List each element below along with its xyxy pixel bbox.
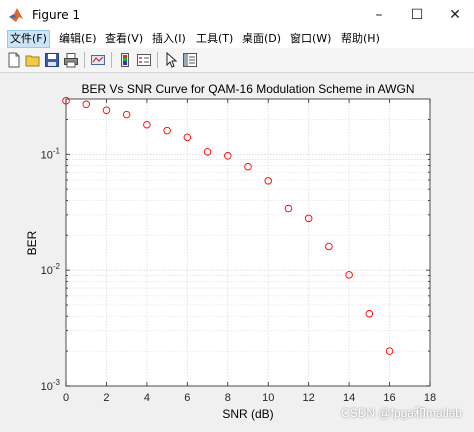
axes-box xyxy=(65,98,431,387)
data-point-marker xyxy=(385,347,394,355)
x-tick-label: 4 xyxy=(144,392,150,404)
menu-window[interactable]: 窗口(W) xyxy=(290,32,332,45)
toolbar-separator xyxy=(84,52,85,68)
data-markers xyxy=(62,96,394,355)
data-point-marker xyxy=(244,163,252,171)
data-point-marker xyxy=(264,177,272,185)
data-point-marker xyxy=(365,310,374,318)
data-point-marker xyxy=(284,204,293,213)
x-tick-label: 6 xyxy=(184,392,190,404)
data-point-marker xyxy=(183,133,192,142)
open-file-icon[interactable] xyxy=(25,52,41,68)
menu-tools[interactable]: 工具(T) xyxy=(196,32,234,45)
menu-insert[interactable]: 插入(I) xyxy=(152,32,186,45)
menu-bar: 文件(F) 编辑(E) 查看(V) 插入(I) 工具(T) 桌面(D) 窗口(W… xyxy=(0,30,474,48)
minimize-button[interactable]: – xyxy=(375,7,383,23)
window-title: Figure 1 xyxy=(32,8,81,22)
x-tick-label: 8 xyxy=(225,392,231,404)
figure-toolbar xyxy=(0,48,474,73)
y-axis-label: BER xyxy=(25,230,39,255)
toggle-colorbar-icon[interactable] xyxy=(117,52,133,68)
figure-canvas: 0 2 4 6 8 10 12 14 16 18 10-1 10-2 10-3 BER Vs SNR C… xyxy=(0,73,474,428)
matlab-logo-icon xyxy=(9,8,23,22)
y-tick-label: 10-1 xyxy=(41,146,61,161)
ber-snr-plot[interactable]: 0 2 4 6 8 10 12 14 16 18 10-1 10-2 10-3 BER Vs SNR C… xyxy=(0,73,474,428)
maximize-button[interactable]: ☐ xyxy=(410,7,424,23)
y-tick-label: 10-3 xyxy=(41,378,61,393)
new-figure-icon[interactable] xyxy=(6,52,22,68)
x-tick-label: 10 xyxy=(262,392,274,404)
menu-file[interactable]: 文件(F) xyxy=(7,30,50,48)
data-point-marker xyxy=(345,271,353,279)
menu-desktop[interactable]: 桌面(D) xyxy=(242,32,282,45)
csdn-watermark: CSDN @fpga和matlab xyxy=(341,406,462,420)
edit-plot-arrow-icon[interactable] xyxy=(163,52,179,68)
axis-ticks: 0 2 4 6 8 10 12 14 16 18 10-1 10-2 10-3 xyxy=(41,99,436,404)
toolbar-separator xyxy=(111,52,112,68)
toolbar-separator xyxy=(157,52,158,68)
data-point-marker xyxy=(122,110,131,119)
data-point-marker xyxy=(203,148,212,156)
axes-background xyxy=(66,99,430,386)
menu-help[interactable]: 帮助(H) xyxy=(341,32,380,45)
data-point-marker xyxy=(102,106,111,114)
close-button[interactable]: ✕ xyxy=(449,7,461,23)
insert-legend-icon[interactable] xyxy=(136,52,152,68)
data-point-marker xyxy=(325,242,333,251)
x-tick-label: 18 xyxy=(424,392,436,404)
save-icon[interactable] xyxy=(44,52,60,68)
x-tick-label: 12 xyxy=(303,392,315,404)
data-point-marker xyxy=(163,126,171,135)
x-tick-label: 16 xyxy=(383,392,395,404)
x-tick-label: 14 xyxy=(343,392,355,404)
data-point-marker xyxy=(224,152,232,160)
data-point-marker xyxy=(143,120,151,129)
property-inspector-icon[interactable] xyxy=(182,52,198,68)
window-titlebar: Figure 1 – ☐ ✕ xyxy=(0,0,474,30)
data-point-marker xyxy=(304,214,313,223)
link-plot-icon[interactable] xyxy=(90,52,106,68)
menu-edit[interactable]: 编辑(E) xyxy=(59,32,97,45)
chart-title: BER Vs SNR Curve for QAM-16 Modulation S… xyxy=(82,82,415,96)
print-icon[interactable] xyxy=(63,52,79,68)
y-tick-label: 10-2 xyxy=(41,262,61,277)
menu-view[interactable]: 查看(V) xyxy=(105,32,144,45)
x-tick-label: 2 xyxy=(103,392,109,404)
data-point-marker xyxy=(82,100,90,109)
x-tick-label: 0 xyxy=(63,392,69,404)
x-axis-label: SNR (dB) xyxy=(222,407,273,421)
